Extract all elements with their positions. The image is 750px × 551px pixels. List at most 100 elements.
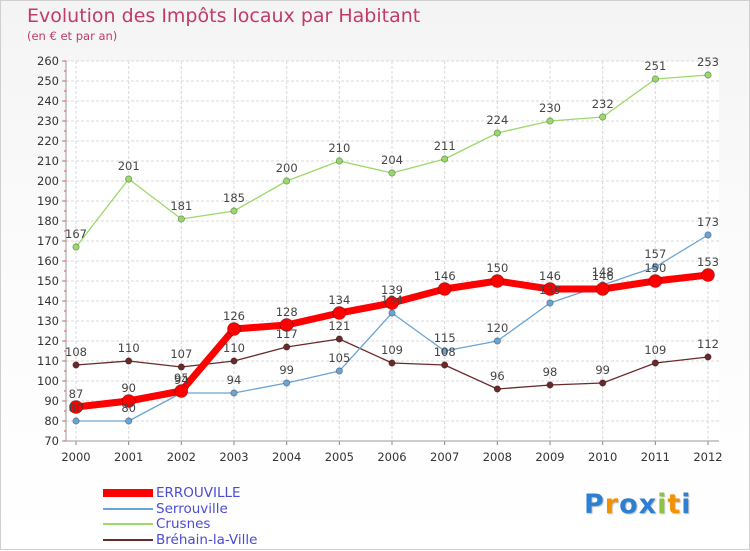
x-tick-label: 2000 <box>61 450 90 464</box>
data-label: 230 <box>539 101 561 115</box>
data-point <box>174 384 189 398</box>
y-tick-label: 220 <box>37 134 59 148</box>
data-point <box>595 282 610 296</box>
data-point <box>230 389 238 397</box>
data-point <box>335 335 343 343</box>
logo-letter: o <box>619 489 639 520</box>
legend-label: Bréhain-la-Ville <box>156 531 258 548</box>
logo-letter: i <box>657 489 668 520</box>
legend-label: ERROUVILLE <box>156 485 241 501</box>
x-tick-label: 2012 <box>693 450 722 464</box>
y-tick-label: 190 <box>37 194 59 208</box>
data-label: 253 <box>697 55 719 69</box>
data-label: 87 <box>69 387 84 401</box>
y-tick-label: 110 <box>37 354 59 368</box>
y-tick-label: 80 <box>44 414 59 428</box>
data-point <box>177 363 185 371</box>
data-point <box>72 361 80 369</box>
data-label: 95 <box>174 371 189 385</box>
data-label: 224 <box>486 113 508 127</box>
data-point <box>493 129 501 137</box>
y-tick-label: 160 <box>37 254 59 268</box>
data-point <box>283 379 291 387</box>
data-point <box>125 417 133 425</box>
x-tick-label: 2002 <box>167 450 196 464</box>
data-point <box>651 75 659 83</box>
data-label: 110 <box>118 341 140 355</box>
data-label: 109 <box>381 343 403 357</box>
data-label: 99 <box>595 363 610 377</box>
data-point <box>493 385 501 393</box>
series-br-hain-la-ville <box>72 335 712 393</box>
data-label: 185 <box>223 191 245 205</box>
data-label: 146 <box>539 269 561 283</box>
data-label: 121 <box>328 319 350 333</box>
data-label: 108 <box>65 345 87 359</box>
data-label: 115 <box>434 331 456 345</box>
data-point <box>121 394 136 408</box>
logo-letter: t <box>667 489 682 520</box>
data-label: 201 <box>118 159 140 173</box>
x-tick-label: 2003 <box>219 450 248 464</box>
data-label: 109 <box>644 343 666 357</box>
data-label: 107 <box>170 347 192 361</box>
data-point <box>546 117 554 125</box>
data-point <box>704 353 712 361</box>
x-tick-label: 2010 <box>588 450 617 464</box>
y-tick-label: 230 <box>37 114 59 128</box>
logo-letter: i <box>681 489 692 520</box>
y-tick-label: 260 <box>37 54 59 68</box>
data-label: 126 <box>223 309 245 323</box>
data-point <box>230 207 238 215</box>
logo-letter: x <box>638 489 658 520</box>
data-point <box>437 282 452 296</box>
data-point <box>125 357 133 365</box>
y-tick-label: 70 <box>44 434 59 448</box>
legend-swatch <box>103 538 153 541</box>
data-label: 150 <box>486 261 508 275</box>
data-point <box>651 359 659 367</box>
y-tick-label: 120 <box>37 334 59 348</box>
data-point <box>227 322 241 336</box>
data-label: 134 <box>381 293 403 307</box>
data-label: 105 <box>328 351 350 365</box>
data-point <box>701 268 715 282</box>
y-tick-label: 170 <box>37 234 59 248</box>
x-tick-label: 2007 <box>430 450 459 464</box>
proxiti-logo: Proxiti <box>584 489 692 520</box>
y-tick-label: 140 <box>37 294 59 308</box>
data-label: 146 <box>592 269 614 283</box>
x-tick-label: 2004 <box>272 450 301 464</box>
data-point <box>651 263 659 271</box>
data-point <box>335 367 343 375</box>
legend-label: Crusnes <box>156 516 211 532</box>
data-point <box>388 359 396 367</box>
y-tick-label: 130 <box>37 314 59 328</box>
data-label: 173 <box>697 215 719 229</box>
data-label: 134 <box>328 293 350 307</box>
data-label: 157 <box>644 247 666 261</box>
data-point <box>648 274 663 288</box>
data-label: 110 <box>223 341 245 355</box>
data-label: 108 <box>434 345 456 359</box>
data-label: 80 <box>121 401 136 415</box>
data-point <box>441 155 449 163</box>
data-point <box>283 343 291 351</box>
data-point <box>385 296 399 310</box>
x-tick-label: 2008 <box>483 450 512 464</box>
x-tick-label: 2005 <box>325 450 354 464</box>
data-point <box>704 71 712 79</box>
data-point <box>72 243 80 251</box>
logo-letter: r <box>604 489 620 520</box>
data-point <box>599 379 607 387</box>
data-point <box>335 157 343 165</box>
data-label: 94 <box>174 373 189 387</box>
data-label: 128 <box>276 305 298 319</box>
data-point <box>546 381 554 389</box>
data-point <box>125 175 133 183</box>
logo-letter: P <box>584 489 605 520</box>
data-label: 251 <box>644 59 666 73</box>
data-point <box>230 357 238 365</box>
